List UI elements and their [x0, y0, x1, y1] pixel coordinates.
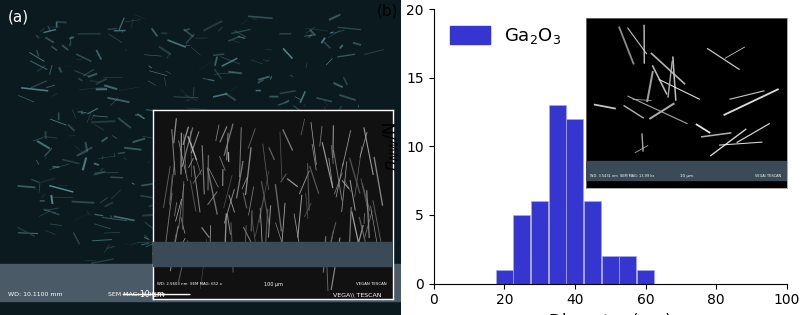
Text: VEGA\\ TESCAN: VEGA\\ TESCAN — [333, 292, 381, 297]
Bar — [0, 264, 401, 301]
Bar — [512, 215, 530, 284]
Text: 10 μm: 10 μm — [140, 290, 164, 299]
Legend: Ga$_2$O$_3$: Ga$_2$O$_3$ — [442, 19, 568, 53]
Text: (b): (b) — [377, 4, 398, 19]
Bar — [583, 201, 601, 284]
Bar — [548, 105, 565, 284]
Bar — [495, 270, 512, 284]
X-axis label: Diameter (nm): Diameter (nm) — [549, 313, 670, 315]
Text: SEM MAG: 6.99 kx: SEM MAG: 6.99 kx — [108, 292, 165, 297]
Bar — [636, 270, 654, 284]
Bar — [601, 256, 618, 284]
Bar — [530, 201, 548, 284]
Y-axis label: $n_{NW}$/N: $n_{NW}$/N — [380, 122, 400, 171]
Text: (a): (a) — [8, 9, 29, 25]
Bar — [618, 256, 636, 284]
Text: WD: 10.1100 mm: WD: 10.1100 mm — [8, 292, 63, 297]
Bar — [565, 119, 583, 284]
